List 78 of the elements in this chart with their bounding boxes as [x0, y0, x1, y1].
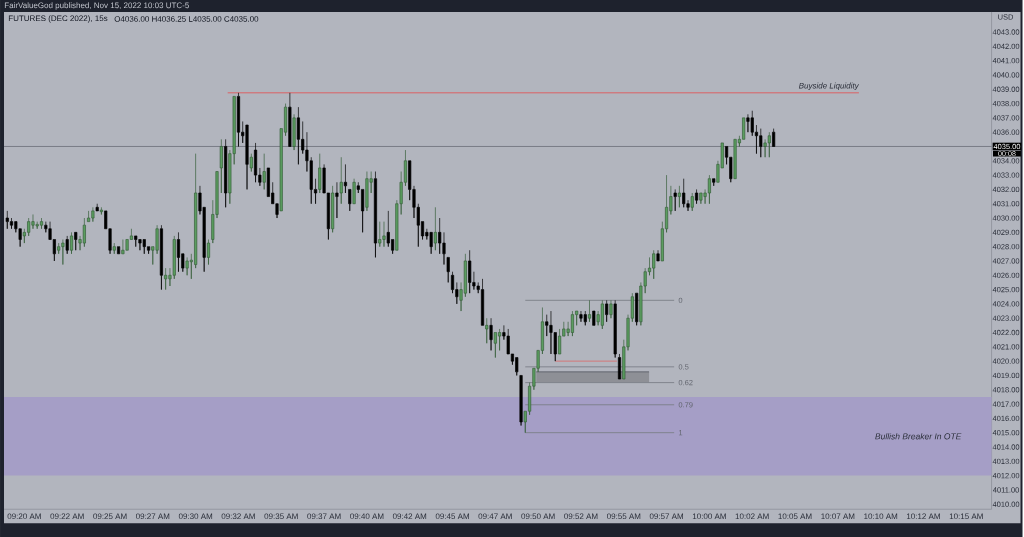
candlestick: [690, 192, 694, 212]
candlestick: [219, 138, 223, 194]
candlestick: [583, 310, 587, 326]
candlestick: [343, 163, 347, 194]
candlestick: [656, 249, 660, 262]
candlestick: [515, 357, 519, 376]
candlestick: [245, 124, 249, 190]
candlestick: [121, 239, 125, 255]
candlestick: [682, 178, 686, 208]
candlestick: [746, 113, 750, 133]
candlestick: [87, 210, 91, 222]
candlestick: [673, 188, 677, 212]
candlestick: [652, 249, 656, 280]
candlestick: [176, 231, 181, 272]
candlestick: [74, 231, 78, 251]
candlestick: [61, 239, 65, 265]
candlestick: [609, 299, 613, 319]
candlestick: [605, 299, 609, 323]
candlestick: [69, 231, 74, 255]
candlestick: [318, 153, 322, 194]
candlestick: [677, 185, 681, 208]
candlestick: [224, 138, 228, 208]
candlestick: [587, 299, 592, 323]
candlestick: [352, 178, 356, 204]
candlestick: [617, 353, 622, 380]
candlestick: [138, 239, 142, 251]
band-label: Bullish Breaker In OTE: [875, 433, 962, 440]
candlestick: [570, 310, 574, 337]
candlestick: [206, 239, 211, 265]
candlestick: [699, 192, 703, 204]
candlestick: [712, 178, 716, 187]
candlestick: [5, 210, 9, 230]
candlestick: [635, 292, 639, 326]
candlestick: [95, 203, 99, 212]
candlestick: [164, 267, 168, 290]
candlestick: [592, 310, 596, 326]
candlestick: [382, 221, 386, 247]
candlestick: [254, 142, 258, 183]
candlestick: [772, 128, 776, 147]
candlestick: [733, 138, 737, 179]
candlestick: [39, 217, 44, 230]
candlestick: [339, 156, 343, 204]
candlestick: [159, 224, 163, 290]
candlestick: [117, 246, 121, 255]
candlestick: [134, 235, 138, 247]
candlestick: [429, 231, 433, 255]
candlestick: [468, 249, 472, 294]
candlestick: [112, 242, 116, 255]
candlestick: [433, 206, 437, 251]
candlestick: [493, 332, 497, 358]
candlestick: [236, 92, 241, 147]
candlestick: [579, 310, 583, 323]
candlestick: [519, 375, 523, 426]
candlestick: [249, 153, 253, 172]
candlestick: [348, 188, 352, 212]
candlestick: [185, 256, 189, 276]
candlestick: [613, 299, 617, 358]
candlestick: [695, 188, 699, 204]
candlestick: [485, 317, 489, 344]
candlestick: [365, 171, 369, 212]
candlestick: [288, 92, 292, 147]
candlestick: [99, 206, 103, 215]
candlestick: [262, 153, 266, 190]
candlestick: [65, 235, 69, 255]
candlestick: [378, 221, 382, 247]
candlestick: [759, 128, 763, 158]
candlestick: [292, 113, 296, 151]
candlestick: [142, 239, 146, 255]
candlestick: [91, 206, 95, 222]
candlestick: [82, 217, 86, 247]
candlestick: [480, 278, 485, 326]
candlestick: [335, 181, 339, 219]
candlestick: [707, 174, 711, 204]
candlestick: [767, 131, 771, 158]
candlestick: [373, 171, 378, 258]
candlestick: [331, 185, 335, 233]
candlestick: [600, 299, 604, 330]
candlestick: [489, 317, 493, 351]
